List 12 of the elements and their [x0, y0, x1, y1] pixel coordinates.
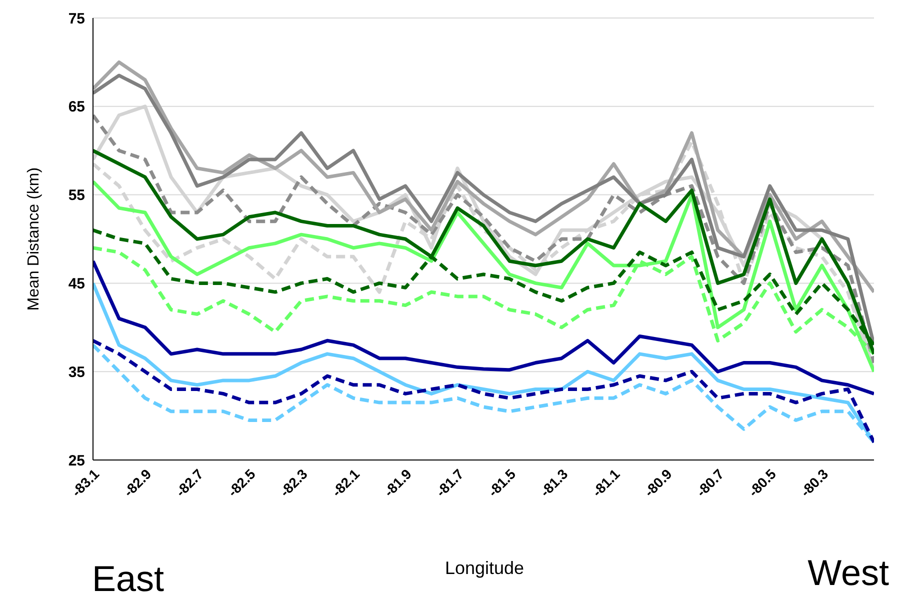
text: West — [808, 552, 889, 594]
y-axis-title: Mean Distance (km) — [26, 167, 43, 311]
line-series — [93, 60, 874, 294]
y-tick-label: 45 — [68, 276, 85, 293]
y-tick-label: 65 — [68, 98, 85, 116]
y-tick-label: 35 — [68, 364, 85, 381]
x-axis-title: Longitude — [444, 558, 524, 578]
text: East — [92, 558, 164, 600]
y-tick-label: 55 — [68, 187, 85, 204]
line-series — [93, 180, 874, 374]
y-tick-label: 25 — [68, 452, 85, 470]
y-tick-label: 75 — [68, 10, 85, 28]
